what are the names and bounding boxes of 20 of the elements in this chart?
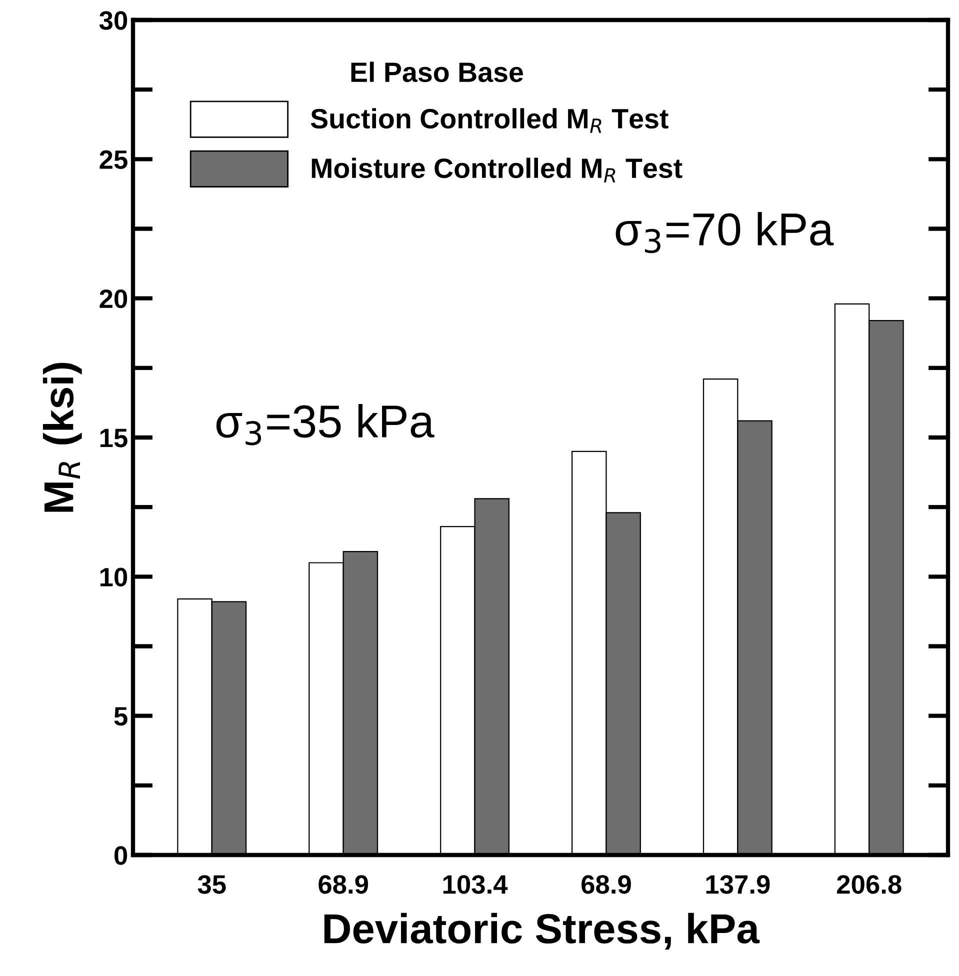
x-tick-label: 68.9 — [318, 875, 368, 894]
x-tick-label: 103.4 — [443, 875, 508, 894]
y-tick-label: 20 — [100, 289, 128, 308]
legend-label: Suction Controlled M$_{R}$ Test — [310, 108, 668, 133]
y-tick-label: 0 — [114, 846, 128, 865]
annotation: σ$_{3}$=35 kPa — [216, 404, 434, 446]
x-tick-label: 68.9 — [582, 875, 631, 894]
x-tick-label: 206.8 — [837, 875, 902, 894]
x-tick-label: 137.9 — [706, 875, 770, 894]
legend-label: Moisture Controlled M$_{R}$ Test — [312, 158, 682, 182]
legend-title: El Paso Base — [351, 62, 524, 82]
y-tick-label: 5 — [114, 707, 128, 726]
x-axis-title: Deviatoric Stress, kPa — [324, 912, 760, 950]
annotation: σ$_{3}$=70 kPa — [616, 212, 834, 254]
y-tick-label: 10 — [100, 568, 128, 586]
y-axis-title: M$_{R}$ (ksi) — [42, 362, 82, 512]
y-tick-label: 15 — [100, 428, 128, 448]
y-tick-label: 30 — [99, 11, 128, 30]
y-tick-label: 25 — [100, 150, 128, 169]
x-tick-label: 35 — [198, 875, 226, 894]
